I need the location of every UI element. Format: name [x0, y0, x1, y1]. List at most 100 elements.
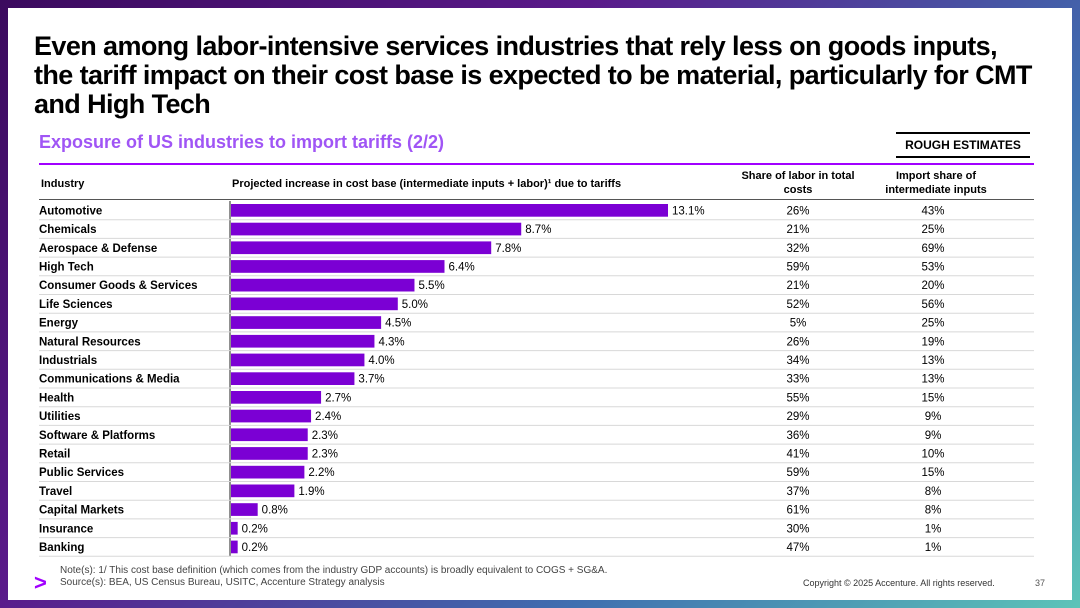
labor-share-value: 21% [786, 224, 809, 236]
industry-label: Aerospace & Defense [39, 243, 157, 255]
bar [231, 222, 522, 236]
bar [231, 316, 382, 329]
bar-value-label: 3.7% [358, 374, 384, 386]
import-share-value: 53% [921, 261, 944, 273]
import-share-value: 13% [921, 374, 944, 386]
bar-value-label: 0.8% [262, 505, 288, 517]
bar-value-label: 2.3% [312, 448, 338, 460]
bar-value-label: 1.9% [298, 486, 324, 498]
industry-label: Insurance [39, 523, 93, 535]
labor-share-value: 52% [786, 299, 809, 311]
header-import-share: Import share of intermediate inputs [885, 170, 987, 196]
bar-value-label: 2.7% [325, 392, 351, 404]
bar-value-label: 7.8% [495, 243, 521, 255]
industry-label: Industrials [39, 355, 97, 367]
bar-value-label: 5.0% [402, 299, 428, 311]
labor-share-value: 59% [786, 467, 809, 479]
copyright: Copyright © 2025 Accenture. All rights r… [803, 578, 995, 588]
bar-value-label: 4.0% [368, 355, 394, 367]
import-share-value: 9% [925, 430, 942, 442]
bar [231, 204, 668, 217]
industry-label: Utilities [39, 411, 81, 423]
labor-share-value: 61% [786, 505, 809, 517]
bar-value-label: 0.2% [242, 542, 268, 554]
labor-share-value: 47% [786, 542, 809, 554]
bar [231, 391, 322, 404]
industry-label: Retail [39, 448, 70, 460]
import-share-value: 15% [921, 467, 944, 479]
page-title: Even among labor-intensive services indu… [34, 31, 1032, 119]
bar [231, 428, 308, 442]
bar [231, 241, 492, 255]
header-bottom-divider [39, 199, 1034, 200]
footnote: Note(s): 1/ This cost base definition (w… [60, 565, 607, 589]
import-share-value: 13% [921, 355, 944, 367]
labor-share-value: 32% [786, 243, 809, 255]
labor-share-value: 26% [786, 205, 809, 217]
industry-label: Public Services [39, 467, 124, 479]
header-labor-share: Share of labor in total costs [741, 170, 855, 196]
industry-label: Life Sciences [39, 299, 113, 311]
bar-value-label: 8.7% [525, 224, 551, 236]
bar [231, 372, 355, 385]
industry-label: Communications & Media [39, 374, 180, 386]
bar [231, 521, 238, 535]
industry-label: Consumer Goods & Services [39, 280, 198, 292]
labor-share-value: 37% [786, 486, 809, 498]
header-divider [39, 163, 1034, 165]
import-share-value: 56% [921, 299, 944, 311]
bar-value-label: 4.5% [385, 318, 411, 330]
cost-increase-bar-chart: Automotive 13.1% 26% 43% Chemicals 8.7% 21% 25%… [39, 201, 1034, 557]
bar [231, 540, 238, 554]
labor-share-value: 33% [786, 374, 809, 386]
chart-subtitle: Exposure of US industries to import tari… [39, 132, 445, 152]
bar-value-label: 2.2% [308, 467, 334, 479]
industry-label: Capital Markets [39, 505, 124, 517]
import-share-value: 1% [925, 523, 942, 535]
import-share-value: 19% [921, 336, 944, 348]
import-share-value: 20% [921, 280, 944, 292]
bar-value-label: 2.3% [312, 430, 338, 442]
industry-label: Software & Platforms [39, 430, 155, 442]
bar [231, 353, 365, 367]
import-share-value: 1% [925, 542, 942, 554]
bar [231, 503, 258, 516]
bar [231, 465, 305, 479]
bar [231, 334, 375, 348]
labor-share-value: 5% [790, 318, 807, 330]
labor-share-value: 59% [786, 261, 809, 273]
import-share-value: 9% [925, 411, 942, 423]
labor-share-value: 30% [786, 523, 809, 535]
footnote-source: Source(s): BEA, US Census Bureau, USITC,… [60, 577, 385, 588]
bar [231, 260, 445, 273]
bar [231, 484, 295, 498]
bar-value-label: 6.4% [448, 261, 474, 273]
labor-share-value: 36% [786, 430, 809, 442]
industry-label: High Tech [39, 261, 94, 273]
header-projected-increase: Projected increase in cost base (interme… [232, 178, 622, 190]
import-share-value: 8% [925, 486, 942, 498]
import-share-value: 69% [921, 243, 944, 255]
industry-label: Energy [39, 318, 79, 330]
page-number: 37 [1035, 578, 1046, 588]
industry-label: Chemicals [39, 224, 97, 236]
import-share-value: 15% [921, 392, 944, 404]
bar [231, 297, 398, 311]
labor-share-value: 21% [786, 280, 809, 292]
bar-value-label: 13.1% [672, 205, 705, 217]
bar-value-label: 0.2% [242, 523, 268, 535]
labor-share-value: 29% [786, 411, 809, 423]
labor-share-value: 41% [786, 448, 809, 460]
rough-estimates-badge: ROUGH ESTIMATES [896, 132, 1030, 158]
labor-share-value: 55% [786, 392, 809, 404]
labor-share-value: 34% [786, 355, 809, 367]
header-industry: Industry [41, 178, 85, 190]
bar-value-label: 2.4% [315, 411, 341, 423]
import-share-value: 25% [921, 224, 944, 236]
bar [231, 447, 308, 460]
industry-label: Health [39, 392, 74, 404]
import-share-value: 43% [921, 205, 944, 217]
industry-label: Banking [39, 542, 84, 554]
bar-value-label: 4.3% [378, 336, 404, 348]
accenture-logo-icon: > [34, 570, 47, 595]
